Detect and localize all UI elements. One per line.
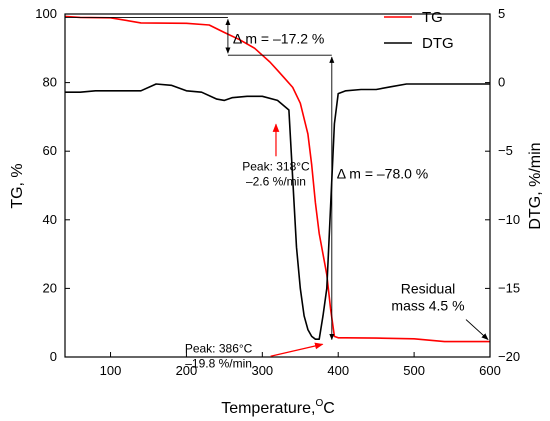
y-right-tick-label: −5 bbox=[498, 143, 513, 158]
y-right-tick-label: −10 bbox=[498, 212, 520, 227]
y-right-tick-label: −15 bbox=[498, 280, 520, 295]
y-right-tick-label: −20 bbox=[498, 349, 520, 364]
y-right-axis-title: DTG, %/min bbox=[527, 142, 544, 229]
peak-386-value: –19.8 %/min bbox=[185, 356, 252, 370]
y-left-tick-label: 60 bbox=[43, 143, 57, 158]
residual-value: mass 4.5 % bbox=[391, 298, 464, 314]
y-right-tick-label: 0 bbox=[498, 75, 505, 90]
x-tick-label: 600 bbox=[479, 363, 501, 378]
tick-layer: 100 200 300 400 500 600 0 20 40 60 80 100 −20 −15 −10 −… bbox=[35, 6, 520, 378]
residual-arrow bbox=[465, 319, 489, 341]
plot-frame bbox=[64, 13, 491, 358]
peak-386-label: Peak: 386°C bbox=[185, 341, 253, 355]
peak-386-arrow bbox=[270, 342, 324, 357]
x-axis-title: Temperature,OC bbox=[221, 398, 335, 417]
y-left-tick-label: 80 bbox=[43, 75, 57, 90]
dm1-label: Δ m = –17.2 % bbox=[233, 30, 324, 46]
annotation-layer: Peak: 318°C–2.6 %/min Peak: 386°C–19.8 %/… bbox=[65, 16, 489, 370]
legend-label-dtg: DTG bbox=[422, 35, 454, 52]
x-tick-label: 100 bbox=[100, 363, 122, 378]
peak-318-label: Peak: 318°C bbox=[242, 159, 310, 173]
x-tick-label: 300 bbox=[251, 363, 273, 378]
residual-label: Residual bbox=[401, 281, 455, 297]
legend: TG DTG bbox=[384, 9, 454, 52]
series-line-dtg bbox=[65, 83, 490, 341]
legend-label-tg: TG bbox=[422, 9, 443, 26]
x-tick-label: 500 bbox=[403, 363, 425, 378]
y-left-axis-title: TG, % bbox=[9, 163, 26, 208]
x-tick-label: 400 bbox=[327, 363, 349, 378]
peak-318-value: –2.6 %/min bbox=[246, 174, 306, 188]
dm2-label: Δ m = –78.0 % bbox=[337, 165, 428, 181]
y-right-tick-label: 5 bbox=[498, 6, 505, 21]
series-layer bbox=[64, 15, 490, 343]
series-line-tg bbox=[64, 15, 490, 343]
y-left-tick-label: 40 bbox=[43, 212, 57, 227]
y-left-tick-label: 20 bbox=[43, 280, 57, 295]
y-left-tick-label: 0 bbox=[50, 349, 57, 364]
y-left-tick-label: 100 bbox=[35, 6, 57, 21]
x-tick-label: 200 bbox=[176, 363, 198, 378]
